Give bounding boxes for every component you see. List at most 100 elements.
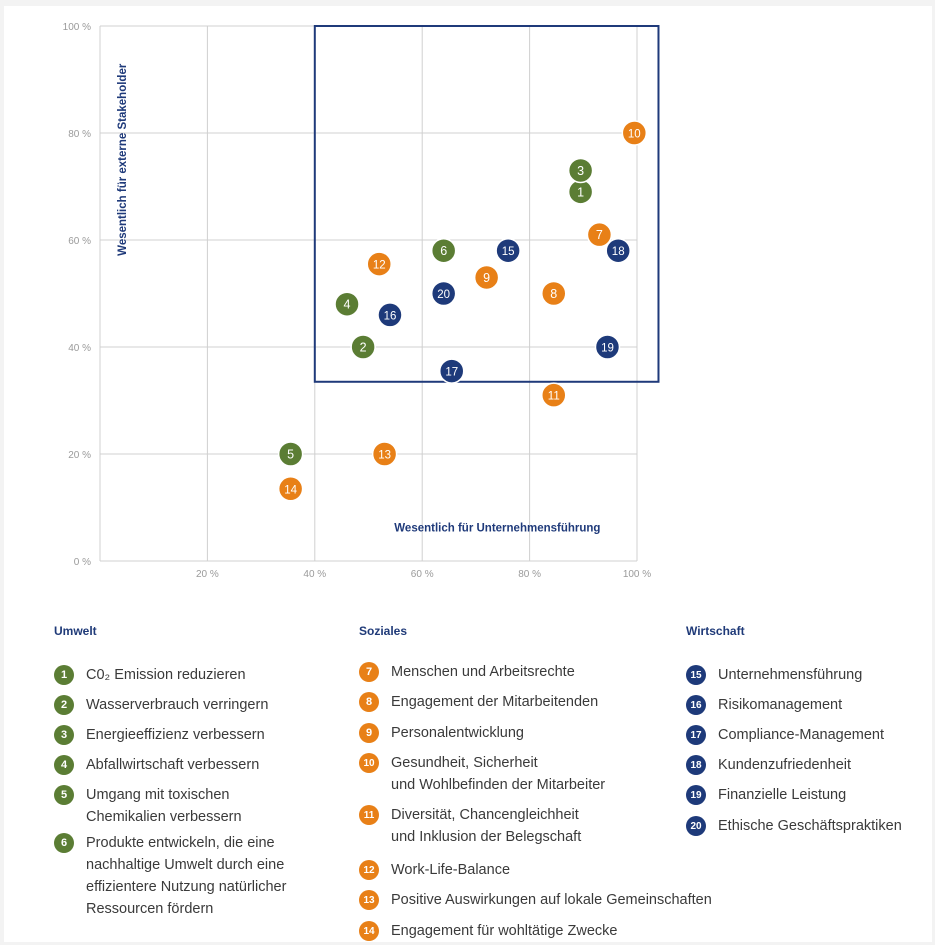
point-11-label: 11 <box>548 391 560 403</box>
legend-label: Unternehmensführung <box>718 667 863 683</box>
point-19-marker <box>594 334 621 360</box>
legend-label: Diversität, Chancengleichheit und Inklus… <box>391 807 582 845</box>
legend-badge: 4 <box>54 755 74 775</box>
point-14-label: 14 <box>284 484 297 496</box>
point-14-marker <box>277 476 304 502</box>
legend-badge: 13 <box>359 890 379 910</box>
x-tick-label: 100 % <box>623 569 651 580</box>
point-5-marker <box>277 441 304 467</box>
legend-label: Menschen und Arbeitsrechte <box>391 664 575 680</box>
legend-item-8: 8 Engagement der Mitarbeitenden <box>359 692 599 713</box>
x-axis-label: Wesentlich für Unternehmensführung <box>394 523 600 535</box>
legend-badge: 3 <box>54 725 74 745</box>
legend-label: Engagement für wohltätige Zwecke <box>391 923 618 939</box>
legend-item-10: 10 Gesundheit, Sicherheit und Wohlbefinde… <box>359 753 605 796</box>
legend-label: Personalentwicklung <box>391 725 524 741</box>
point-17-label: 17 <box>445 367 458 379</box>
legend-heading-wirtschaft: Wirtschaft <box>686 624 745 638</box>
point-19-label: 19 <box>601 343 614 355</box>
point-2-marker <box>350 334 376 360</box>
legend-item-12: 12 Work-Life-Balance <box>359 860 510 881</box>
point-15-label: 15 <box>502 246 515 258</box>
legend-heading-umwelt: Umwelt <box>54 624 97 638</box>
point-11-marker <box>541 382 567 408</box>
point-18-label: 18 <box>612 246 625 258</box>
point-9-marker <box>473 264 500 291</box>
point-13-label: 13 <box>378 450 391 462</box>
legend-badge: 10 <box>359 753 379 773</box>
x-tick-label: 80 % <box>518 569 541 580</box>
point-12-label: 12 <box>373 260 386 272</box>
point-8-marker <box>541 280 567 307</box>
legend-label: Abfallwirtschaft verbessern <box>86 757 260 773</box>
legend-badge: 7 <box>359 662 379 682</box>
point-2-label: 2 <box>360 341 367 355</box>
materiality-scatter-chart: 0 % 20 % 40 % 60 % 80 % 100 % 20 % 40 % 60 % 80 %… <box>63 22 660 580</box>
legend-badge: 20 <box>686 816 706 836</box>
point-6-label: 6 <box>440 244 447 258</box>
legend-label: Energieeffizienz verbessern <box>86 727 265 743</box>
legend-badge: 19 <box>686 785 706 805</box>
x-tick-label: 40 % <box>303 569 326 580</box>
point-4-marker <box>334 291 360 317</box>
legend-label: Kundenzufriedenheit <box>718 757 852 773</box>
point-16-marker <box>377 302 403 328</box>
y-tick-label: 100 % <box>63 22 91 33</box>
point-9-label: 9 <box>483 271 490 285</box>
legend-badge: 14 <box>359 921 379 941</box>
legend-label: Finanzielle Leistung <box>718 787 847 803</box>
legend-badge: 15 <box>686 665 706 685</box>
legend-badge: 17 <box>686 725 706 745</box>
point-18-marker <box>605 237 631 264</box>
legend-label: C0₂ Emission reduzieren <box>86 667 246 683</box>
y-tick-label: 20 % <box>68 450 91 461</box>
point-15-marker <box>495 237 521 264</box>
legend-heading-soziales: Soziales <box>359 624 408 638</box>
point-7-label: 7 <box>596 228 603 242</box>
point-16-label: 16 <box>384 310 397 322</box>
point-10-label: 10 <box>628 129 641 141</box>
legend-badge: 8 <box>359 692 379 712</box>
point-20-marker <box>430 280 457 307</box>
point-5-label: 5 <box>287 448 294 462</box>
legend-item-14: 14 Engagement für wohltätige Zwecke <box>359 921 618 942</box>
point-17-marker <box>438 358 465 384</box>
point-10-marker <box>621 120 648 146</box>
point-4-label: 4 <box>344 298 351 312</box>
legend-label: Risikomanagement <box>718 697 843 713</box>
x-tick-label: 20 % <box>196 569 219 580</box>
legend-label: Produkte entwickeln, die eine nachhaltig… <box>86 835 287 917</box>
legend-badge: 2 <box>54 695 74 715</box>
legend-badge: 18 <box>686 755 706 775</box>
point-6-marker <box>430 237 457 264</box>
y-tick-label: 80 % <box>68 129 91 140</box>
legend-label: Compliance-Management <box>718 727 885 743</box>
point-7-marker <box>586 221 613 248</box>
legend-label: Positive Auswirkungen auf lokale Gemeins… <box>391 892 712 908</box>
legend-badge: 1 <box>54 665 74 685</box>
legend-item-11: 11 Diversität, Chancengleichheit und Inkl… <box>359 805 582 848</box>
point-8-label: 8 <box>550 287 557 301</box>
legend-badge: 9 <box>359 723 379 743</box>
legend-item-9: 9 Personalentwicklung <box>359 723 524 744</box>
legend-item-4: 4 Abfallwirtschaft verbessern <box>54 755 260 776</box>
legend-item-16: 16 Risikomanagement <box>686 695 843 716</box>
legend-item-2: 2 Wasserverbrauch verringern <box>54 695 269 716</box>
legend-label: Wasserverbrauch verringern <box>86 697 269 713</box>
legend-item-5: 5 Umgang mit toxischen Chemikalien verbes… <box>54 785 242 828</box>
legend-item-19: 19 Finanzielle Leistung <box>686 785 847 806</box>
point-3-label: 3 <box>577 164 584 178</box>
legend-badge: 6 <box>54 833 74 853</box>
legend-item-3: 3 Energieeffizienz verbessern <box>54 725 265 746</box>
y-tick-label: 0 % <box>74 557 91 568</box>
legend-badge: 11 <box>359 805 379 825</box>
legend-item-18: 18 Kundenzufriedenheit <box>686 755 852 776</box>
highlight-region-box <box>313 25 660 383</box>
legend-label: Umgang mit toxischen Chemikalien verbess… <box>86 787 242 825</box>
legend-item-13: 13 Positive Auswirkungen auf lokale Gemei… <box>359 890 712 911</box>
page: 0 % 20 % 40 % 60 % 80 % 100 % 20 % 40 % 60 % 80 %… <box>4 6 932 942</box>
legend-label: Engagement der Mitarbeitenden <box>391 694 599 710</box>
point-3-marker <box>567 157 594 184</box>
legend-item-15: 15 Unternehmensführung <box>686 665 863 686</box>
legend-badge: 16 <box>686 695 706 715</box>
